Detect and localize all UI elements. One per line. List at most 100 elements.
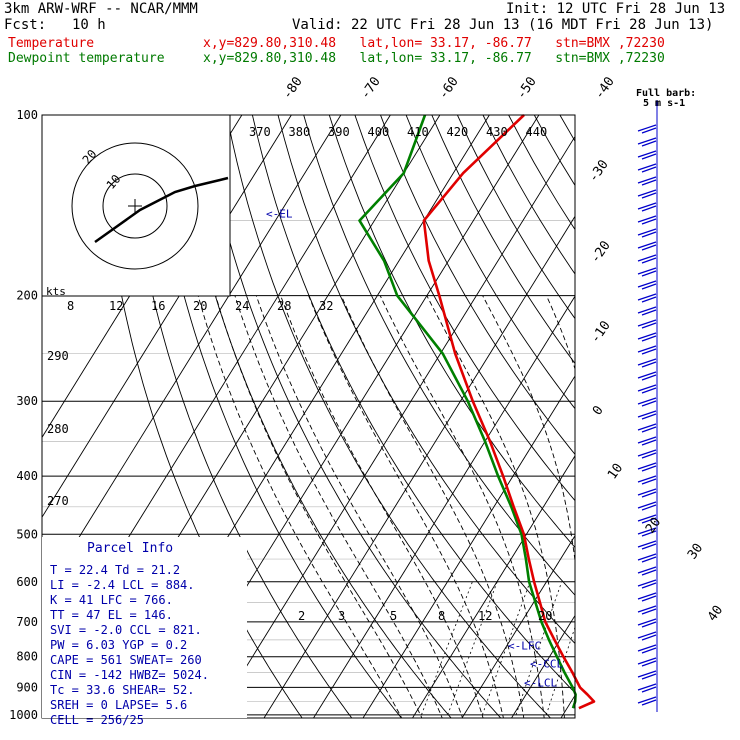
theta-e-label: 390 <box>328 125 350 139</box>
model-title: 3km ARW-WRF -- NCAR/MMM <box>4 1 198 17</box>
forecast-hour: 10 h <box>72 17 106 33</box>
moist-adiabat <box>308 295 504 718</box>
isotherm-line <box>312 295 575 718</box>
parcel-row: TT = 47 EL = 146. <box>50 608 173 622</box>
isotherm-label: -40 <box>592 74 618 102</box>
isotherm-line <box>362 375 575 718</box>
hodo-scale-label: 8 <box>67 299 74 313</box>
wind-barb <box>637 293 657 303</box>
wind-barb <box>637 189 657 199</box>
theta-label: 280 <box>47 422 69 436</box>
pressure-label: 300 <box>16 394 38 408</box>
wind-barb <box>637 605 657 615</box>
isotherm-line <box>42 115 342 598</box>
mixing-ratio-line <box>421 581 473 715</box>
dry-adiabat <box>508 115 575 231</box>
dry-adiabat <box>662 115 740 728</box>
wind-barb <box>637 618 657 628</box>
wind-barb <box>637 696 657 706</box>
wind-barb <box>637 215 657 225</box>
parcel-row: PW = 6.03 YGP = 0.2 <box>50 638 187 652</box>
init-time: Init: 12 UTC Fri 28 Jun 13 <box>506 1 726 17</box>
wind-barb <box>637 254 657 264</box>
dry-adiabat <box>303 115 575 596</box>
wind-barb <box>637 527 657 537</box>
hodograph-ring <box>102 173 168 239</box>
pressure-label: 900 <box>16 680 38 694</box>
wind-barb <box>637 345 657 355</box>
wind-barb <box>637 332 657 342</box>
parcel-row: LI = -2.4 LCL = 884. <box>50 578 195 592</box>
hodo-scale-label: 32 <box>319 299 333 313</box>
wind-barb <box>637 488 657 498</box>
wind-barb <box>637 358 657 368</box>
theta-label: 270 <box>47 494 69 508</box>
moist-adiabat <box>610 296 633 728</box>
mixing-ratio-label: 12 <box>478 609 492 623</box>
isotherm-line <box>704 88 740 728</box>
isotherm-label: 20 <box>643 515 664 536</box>
dry-adiabat <box>354 115 575 502</box>
theta-e-label: 430 <box>486 125 508 139</box>
dry-adiabat <box>611 115 740 728</box>
barb-legend: Full barb: <box>636 88 696 99</box>
wind-barb <box>637 423 657 433</box>
pressure-label: 700 <box>16 615 38 629</box>
wind-barb <box>637 124 657 134</box>
wind-barb <box>637 592 657 602</box>
hodograph-ring <box>71 142 199 270</box>
dry-adiabat <box>688 115 740 728</box>
theta-e-label: 440 <box>526 125 548 139</box>
dewpoint-legend: Dewpoint temperature <box>8 51 165 66</box>
parcel-row: SREH = 0 LAPSE= 5.6 <box>50 698 187 712</box>
isotherm-label: -60 <box>436 74 462 102</box>
mixing-ratio-label: 3 <box>338 609 345 623</box>
dry-adiabat <box>123 115 353 718</box>
pressure-label: 1000 <box>9 708 38 722</box>
dry-adiabat <box>586 115 740 728</box>
parcel-row: CELL = 256/25 <box>50 713 144 727</box>
dry-adiabat <box>226 115 552 718</box>
theta-label: 290 <box>47 349 69 363</box>
moist-adiabat <box>197 295 403 718</box>
wind-barb <box>637 163 657 173</box>
mixing-ratio-line <box>447 581 498 715</box>
isotherm-line <box>411 455 575 718</box>
hodo-scale-label: 16 <box>151 299 165 313</box>
theta-e-label: 400 <box>368 125 390 139</box>
mixing-ratio-line <box>482 581 531 715</box>
pressure-label: 200 <box>16 289 38 303</box>
dry-adiabat <box>431 115 575 365</box>
parcel-row: CAPE = 561 SWEAT= 260 <box>50 653 202 667</box>
mixing-ratio-label: 2 <box>298 609 305 623</box>
theta-e-label: 370 <box>249 125 271 139</box>
wind-barb <box>637 566 657 576</box>
wind-barb <box>637 462 657 472</box>
theta-e-label: 410 <box>407 125 429 139</box>
level-annotation: <-EL <box>266 208 293 221</box>
isotherm-label: -80 <box>280 74 306 102</box>
pressure-label: 600 <box>16 575 38 589</box>
parcel-title: Parcel Info <box>87 541 173 556</box>
dry-adiabat <box>277 115 575 645</box>
temperature-location: x,y=829.80,310.48 lat,lon= 33.17, -86.77… <box>203 36 665 51</box>
isotherm-label: -30 <box>586 157 612 185</box>
isotherm-line <box>654 88 740 728</box>
isotherm-label: -20 <box>588 238 614 266</box>
pressure-label: 100 <box>16 108 38 122</box>
wind-barb <box>637 397 657 407</box>
wind-barb <box>637 579 657 589</box>
dry-adiabat <box>149 115 402 718</box>
wind-barb <box>637 540 657 550</box>
isotherm-line <box>263 215 575 718</box>
wind-barb <box>637 475 657 485</box>
barb-legend-units: 5 m s-1 <box>643 98 685 109</box>
level-annotation: <-LFC <box>508 639 541 652</box>
wind-barb <box>637 436 657 446</box>
wind-barb <box>637 644 657 654</box>
hodo-scale-label: 20 <box>193 299 207 313</box>
moist-adiabat <box>255 295 464 718</box>
dry-adiabat <box>482 115 575 275</box>
forecast-label: Fcst: <box>4 17 47 33</box>
